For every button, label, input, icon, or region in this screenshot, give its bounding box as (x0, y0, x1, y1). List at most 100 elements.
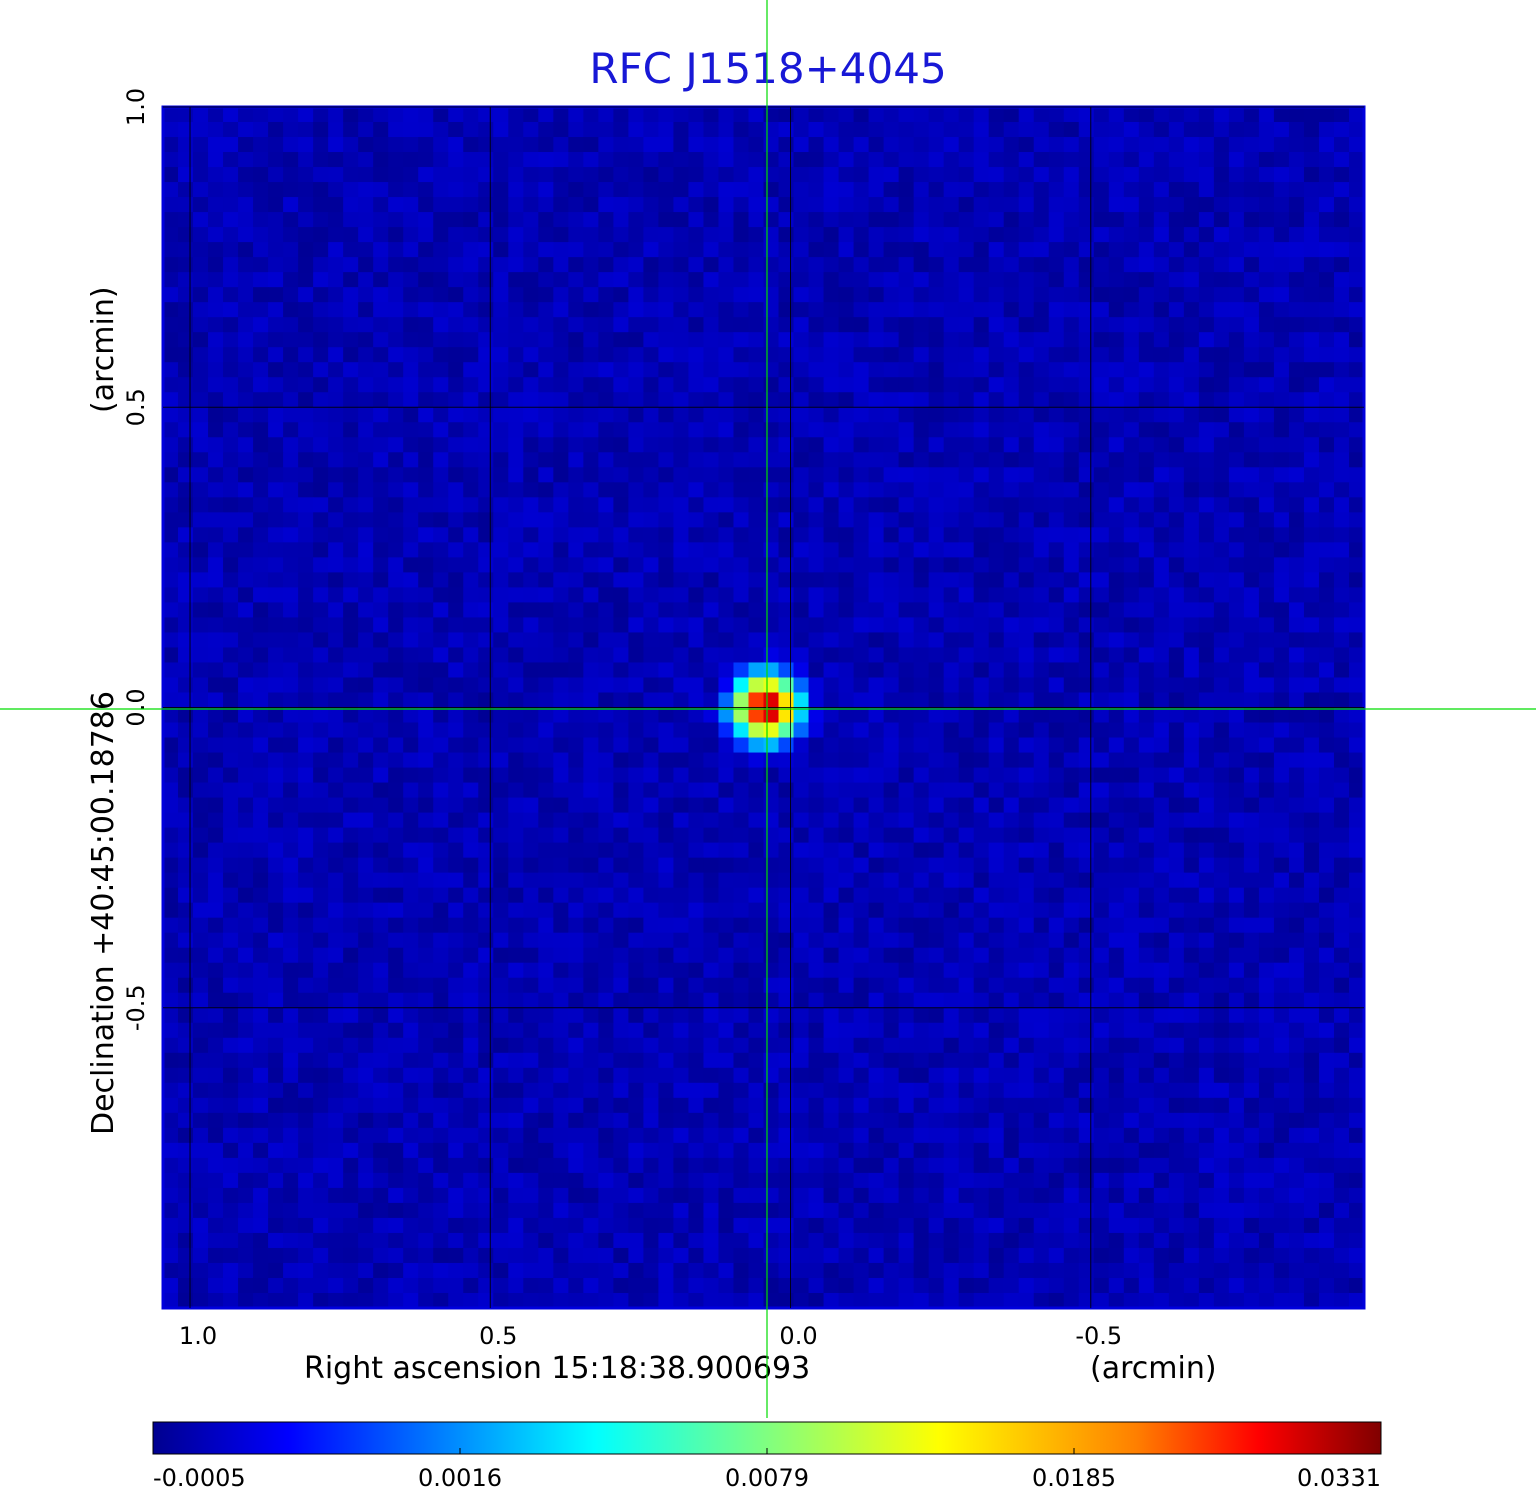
map-pixel (193, 152, 209, 168)
map-pixel (328, 887, 344, 904)
map-pixel (358, 122, 374, 138)
map-pixel (598, 992, 614, 1009)
map-pixel (1003, 962, 1020, 979)
map-pixel (868, 422, 885, 438)
map-pixel (733, 497, 750, 513)
map-pixel (1003, 122, 1020, 138)
map-pixel (643, 1022, 660, 1039)
map-pixel (1093, 182, 1110, 198)
map-pixel (1183, 812, 1200, 829)
map-pixel (868, 257, 885, 273)
map-pixel (553, 962, 569, 979)
map-pixel (1228, 557, 1245, 573)
map-pixel (973, 362, 990, 378)
map-pixel (178, 827, 194, 844)
map-pixel (688, 122, 705, 138)
map-pixel (898, 752, 915, 769)
map-pixel (1288, 542, 1305, 558)
map-pixel (958, 482, 975, 498)
map-pixel (538, 887, 554, 904)
map-pixel (733, 797, 750, 814)
map-pixel (628, 1037, 644, 1054)
map-pixel (823, 152, 840, 168)
map-pixel (673, 197, 690, 213)
map-pixel (1123, 797, 1140, 814)
map-pixel (1078, 572, 1095, 588)
map-pixel (898, 347, 915, 363)
map-pixel (1168, 422, 1185, 438)
map-pixel (1048, 107, 1065, 123)
map-pixel (673, 527, 690, 543)
map-pixel (943, 377, 960, 393)
map-pixel (1093, 152, 1110, 168)
map-pixel (1048, 572, 1065, 588)
map-pixel (898, 467, 915, 483)
map-pixel (268, 977, 284, 994)
map-pixel (1198, 812, 1215, 829)
map-pixel (1003, 707, 1020, 724)
map-pixel (1258, 497, 1275, 513)
map-pixel (703, 197, 720, 213)
map-pixel (868, 452, 885, 468)
map-pixel (523, 317, 539, 333)
map-pixel (1168, 257, 1185, 273)
map-pixel (763, 767, 780, 784)
map-pixel (1318, 977, 1335, 994)
map-pixel (943, 467, 960, 483)
map-pixel (718, 332, 735, 348)
map-pixel (1138, 887, 1155, 904)
map-pixel (493, 737, 509, 754)
map-pixel (1318, 842, 1335, 859)
map-pixel (343, 887, 359, 904)
map-pixel (928, 752, 945, 769)
map-pixel (1288, 527, 1305, 543)
map-pixel (613, 527, 629, 543)
map-pixel (1288, 257, 1305, 273)
map-pixel (268, 677, 284, 694)
map-pixel (898, 482, 915, 498)
map-pixel (733, 272, 750, 288)
map-pixel (493, 767, 509, 784)
map-pixel (493, 242, 509, 258)
map-pixel (703, 632, 720, 649)
map-pixel (988, 452, 1005, 468)
map-pixel (553, 617, 569, 634)
map-pixel (508, 902, 524, 919)
map-pixel (1198, 512, 1215, 528)
map-pixel (523, 1022, 539, 1039)
map-pixel (523, 467, 539, 483)
map-pixel (1288, 662, 1305, 679)
map-pixel (778, 407, 795, 423)
map-pixel (1123, 932, 1140, 949)
map-pixel (613, 932, 629, 949)
map-pixel (688, 587, 705, 604)
map-pixel (208, 1037, 224, 1054)
map-pixel (553, 557, 569, 573)
map-pixel (1048, 812, 1065, 829)
map-pixel (1138, 392, 1155, 408)
map-pixel (373, 632, 389, 649)
map-pixel (463, 257, 479, 273)
map-pixel (1318, 932, 1335, 949)
map-pixel (703, 347, 720, 363)
map-pixel (943, 842, 960, 859)
map-pixel (538, 947, 554, 964)
map-pixel (418, 992, 434, 1009)
map-pixel (1138, 152, 1155, 168)
map-pixel (463, 392, 479, 408)
map-pixel (268, 1022, 284, 1039)
map-pixel (673, 587, 690, 604)
map-pixel (1198, 452, 1215, 468)
map-pixel (463, 167, 479, 183)
map-pixel (283, 692, 299, 709)
map-pixel (793, 812, 810, 829)
map-pixel (1078, 947, 1095, 964)
map-pixel (358, 827, 374, 844)
map-pixel (1123, 452, 1140, 468)
map-pixel (178, 1022, 194, 1039)
map-pixel (223, 182, 239, 198)
map-pixel (1273, 722, 1290, 739)
map-pixel (613, 572, 629, 588)
map-pixel (1168, 152, 1185, 168)
